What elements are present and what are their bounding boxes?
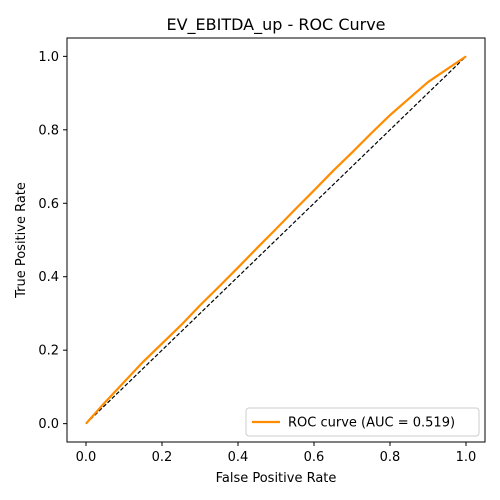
- roc-curve-line: [85, 55, 467, 425]
- plot-frame: [66, 37, 486, 443]
- x-axis-label: False Positive Rate: [216, 471, 337, 486]
- x-tick-label: 0.8: [380, 450, 401, 465]
- y-tick-label: 1.0: [38, 50, 59, 65]
- x-tick-label: 0.0: [76, 450, 97, 465]
- y-tick-label: 0.6: [38, 197, 59, 212]
- x-tick-label: 0.6: [304, 450, 325, 465]
- y-tick-label: 0.0: [38, 417, 59, 432]
- plot-area: 0.0 0.2 0.4 0.6 0.8 1.0 0.0 0.2 0.4 0.6 0.8 1.0: [38, 37, 486, 465]
- y-tick-label: 0.2: [38, 344, 59, 359]
- chart-title: EV_EBITDA_up - ROC Curve: [166, 15, 385, 35]
- y-tick-label: 0.8: [38, 123, 59, 138]
- x-tick-label: 0.2: [152, 450, 173, 465]
- chance-diagonal-line: [85, 55, 467, 425]
- legend-box: [245, 407, 480, 437]
- legend-label: ROC curve (AUC = 0.519): [288, 416, 455, 431]
- legend: ROC curve (AUC = 0.519): [245, 407, 480, 437]
- x-tick-label: 1.0: [456, 450, 477, 465]
- x-tick-label: 0.4: [228, 450, 249, 465]
- y-axis-label: True Positive Rate: [14, 182, 29, 299]
- y-tick-label: 0.4: [38, 270, 59, 285]
